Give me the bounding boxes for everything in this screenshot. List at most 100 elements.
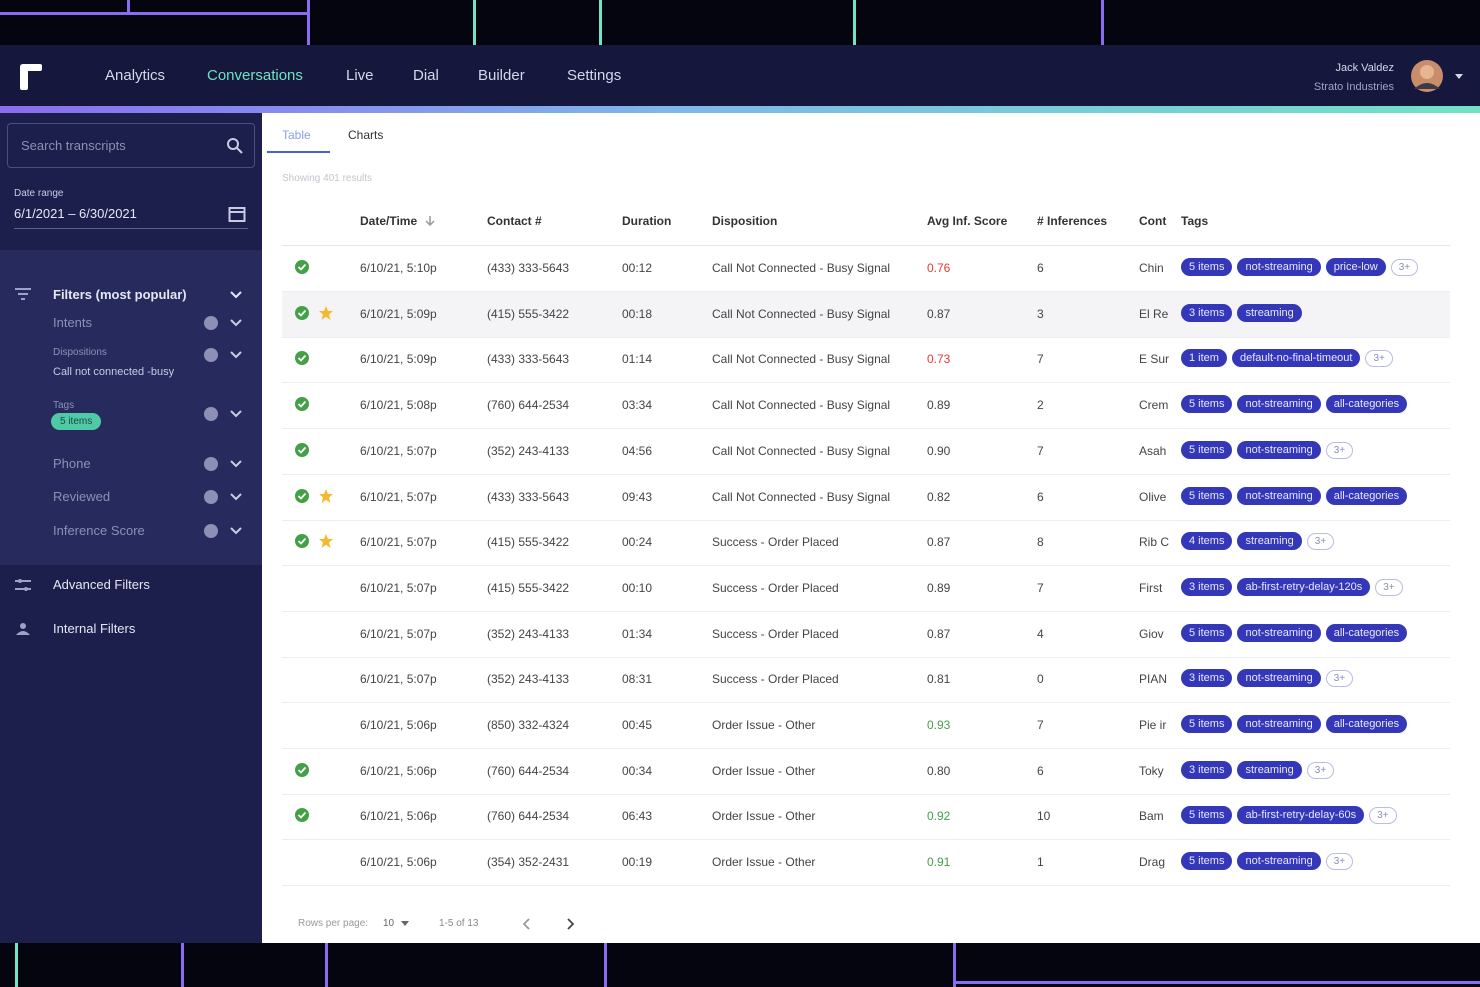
table-row[interactable]: 6/10/21, 5:09p (415) 555-3422 00:18 Call No…	[282, 291, 1450, 338]
tag-chip[interactable]: 5 items	[1181, 440, 1233, 459]
tag-chip[interactable]: 3 items	[1181, 303, 1233, 322]
tag-chip[interactable]: price-low	[1325, 258, 1386, 276]
table-row[interactable]: 6/10/21, 5:06p (354) 352-2431 00:19 Order I…	[282, 840, 1450, 887]
tag-chip[interactable]: 5 items	[1181, 258, 1233, 276]
tab[interactable]: Table	[282, 128, 311, 142]
more-chip[interactable]: 3+	[1325, 670, 1354, 688]
tag-chip[interactable]: 5 items	[1181, 806, 1233, 825]
duration-cell: 04:56	[622, 443, 653, 458]
next-page[interactable]	[565, 917, 575, 931]
date-range-value[interactable]: 6/1/2021 – 6/30/2021	[14, 206, 137, 221]
tag-chip[interactable]: 3 items	[1181, 760, 1233, 779]
prev-page[interactable]	[522, 917, 532, 931]
nav-item[interactable]: Settings	[567, 67, 622, 84]
filter-label[interactable]: Tags	[53, 400, 75, 411]
more-chip[interactable]: 3+	[1390, 259, 1419, 276]
user-avatar[interactable]	[1410, 59, 1470, 93]
tag-chip[interactable]: 3 items	[1181, 669, 1233, 688]
deco-line	[15, 943, 18, 987]
filter-label[interactable]: Phone	[53, 456, 91, 471]
tag-chip[interactable]: 5 items	[1181, 486, 1233, 505]
table-row[interactable]: 6/10/21, 5:07p (352) 243-4133 01:34 Success…	[282, 612, 1450, 658]
tag-chip[interactable]: not-streaming	[1237, 715, 1321, 733]
tag-chip[interactable]: 3 items	[1181, 577, 1233, 596]
filter-label[interactable]: Reviewed	[53, 489, 111, 504]
tag-chip[interactable]: not-streaming	[1237, 258, 1321, 276]
tag-chip[interactable]: 5 items	[1181, 623, 1233, 642]
table-row[interactable]: 6/10/21, 5:09p (433) 333-5643 01:14 Call No…	[282, 337, 1450, 384]
contact-cell: (760) 644-2534	[487, 398, 570, 413]
filter-label[interactable]: Intents	[53, 315, 93, 330]
contact-cell: (415) 555-3422	[487, 580, 570, 595]
tab[interactable]: Charts	[348, 128, 384, 142]
tag-chip[interactable]: all-categories	[1325, 623, 1408, 642]
table-row[interactable]: 6/10/21, 5:07p (433) 333-5643 09:43 Call No…	[282, 475, 1450, 521]
tag-chip[interactable]: streaming	[1237, 532, 1302, 551]
column-header[interactable]: Date/Time	[360, 214, 418, 228]
tag-chip[interactable]: ab-first-retry-delay-120s	[1237, 577, 1371, 596]
nav-item[interactable]: Analytics	[105, 67, 166, 84]
date-cell: 6/10/21, 5:07p	[360, 672, 437, 687]
tag-chip[interactable]: not-streaming	[1237, 669, 1321, 688]
column-header: Duration	[622, 214, 672, 228]
table-row[interactable]: 6/10/21, 5:10p (433) 333-5643 00:12 Call No…	[282, 246, 1450, 292]
table-row[interactable]: 6/10/21, 5:06p (850) 332-4324 00:45 Order I…	[282, 703, 1450, 749]
tag-chip[interactable]: not-streaming	[1237, 623, 1321, 642]
tag-chip[interactable]: 4 items	[1181, 532, 1233, 551]
reviewed-icon	[295, 351, 309, 366]
tags-cell: 3 items streaming	[1181, 303, 1307, 322]
sidebar-link[interactable]: Advanced Filters	[53, 577, 150, 592]
table-row[interactable]: 6/10/21, 5:07p (352) 243-4133 08:31 Success…	[282, 657, 1450, 704]
tag-chip[interactable]: all-categories	[1325, 715, 1408, 733]
score-cell: 0.87	[927, 535, 951, 550]
inferences-cell: 7	[1037, 580, 1044, 595]
reviewed-icon	[295, 808, 309, 823]
tag-chip[interactable]: 1 item	[1181, 349, 1227, 368]
more-chip[interactable]: 3+	[1369, 807, 1397, 825]
more-chip[interactable]: 3+	[1306, 761, 1335, 779]
tag-chip[interactable]: not-streaming	[1237, 440, 1321, 459]
tag-chip[interactable]: streaming	[1237, 303, 1302, 322]
tag-chip[interactable]: not-streaming	[1237, 486, 1321, 505]
table-row[interactable]: 6/10/21, 5:07p (415) 555-3422 00:10 Success…	[282, 566, 1450, 612]
table-row[interactable]: 6/10/21, 5:08p (760) 644-2534 03:34 Call No…	[282, 383, 1450, 430]
tag-chip[interactable]: all-categories	[1325, 395, 1408, 414]
tag-chip[interactable]: 5 items	[1181, 852, 1233, 871]
more-chip[interactable]: 3+	[1306, 533, 1335, 551]
tag-chip[interactable]: not-streaming	[1237, 395, 1321, 414]
filters-title[interactable]: Filters (most popular)	[53, 287, 187, 302]
filter-label[interactable]: Inference Score	[53, 523, 145, 538]
table-row[interactable]: 6/10/21, 5:06p (760) 644-2534 00:34 Order I…	[282, 749, 1450, 795]
search-box[interactable]: Search transcripts	[7, 123, 255, 168]
info-icon	[204, 407, 218, 421]
tag-chip[interactable]: default-no-final-timeout	[1231, 349, 1361, 368]
rows-per-page[interactable]: 10	[383, 918, 395, 929]
tag-chip[interactable]: 5 items	[1181, 395, 1233, 414]
tag-chip[interactable]: ab-first-retry-delay-60s	[1237, 806, 1365, 825]
table-row[interactable]: 6/10/21, 5:06p (760) 644-2534 06:43 Order I…	[282, 794, 1450, 841]
sidebar-link[interactable]: Internal Filters	[53, 621, 136, 636]
tag-chip[interactable]: not-streaming	[1237, 852, 1321, 871]
filter-label[interactable]: Dispositions	[53, 347, 107, 358]
nav-item[interactable]: Live	[346, 67, 374, 84]
cont-cell: PIAN	[1139, 672, 1168, 687]
more-chip[interactable]: 3+	[1375, 578, 1403, 596]
nav-item[interactable]: Builder	[478, 67, 525, 84]
inferences-cell: 7	[1037, 443, 1044, 458]
table-row[interactable]: 6/10/21, 5:07p (415) 555-3422 00:24 Success…	[282, 520, 1450, 567]
date-cell: 6/10/21, 5:07p	[360, 580, 437, 595]
nav-item[interactable]: Dial	[413, 67, 439, 84]
tag-chip[interactable]: 5 items	[1181, 715, 1233, 733]
more-chip[interactable]: 3+	[1325, 853, 1354, 871]
tag-chip[interactable]: streaming	[1237, 760, 1302, 779]
more-chip[interactable]: 3+	[1325, 441, 1354, 459]
disposition-cell: Call Not Connected - Busy Signal	[712, 261, 891, 275]
logo[interactable]	[18, 63, 44, 91]
more-chip[interactable]: 3+	[1365, 350, 1393, 368]
tag-chip[interactable]: all-categories	[1325, 486, 1408, 505]
nav-item[interactable]: Conversations	[207, 67, 303, 84]
table-row[interactable]: 6/10/21, 5:07p (352) 243-4133 04:56 Call No…	[282, 429, 1450, 475]
calendar-icon[interactable]	[228, 205, 246, 223]
date-cell: 6/10/21, 5:10p	[360, 261, 437, 275]
